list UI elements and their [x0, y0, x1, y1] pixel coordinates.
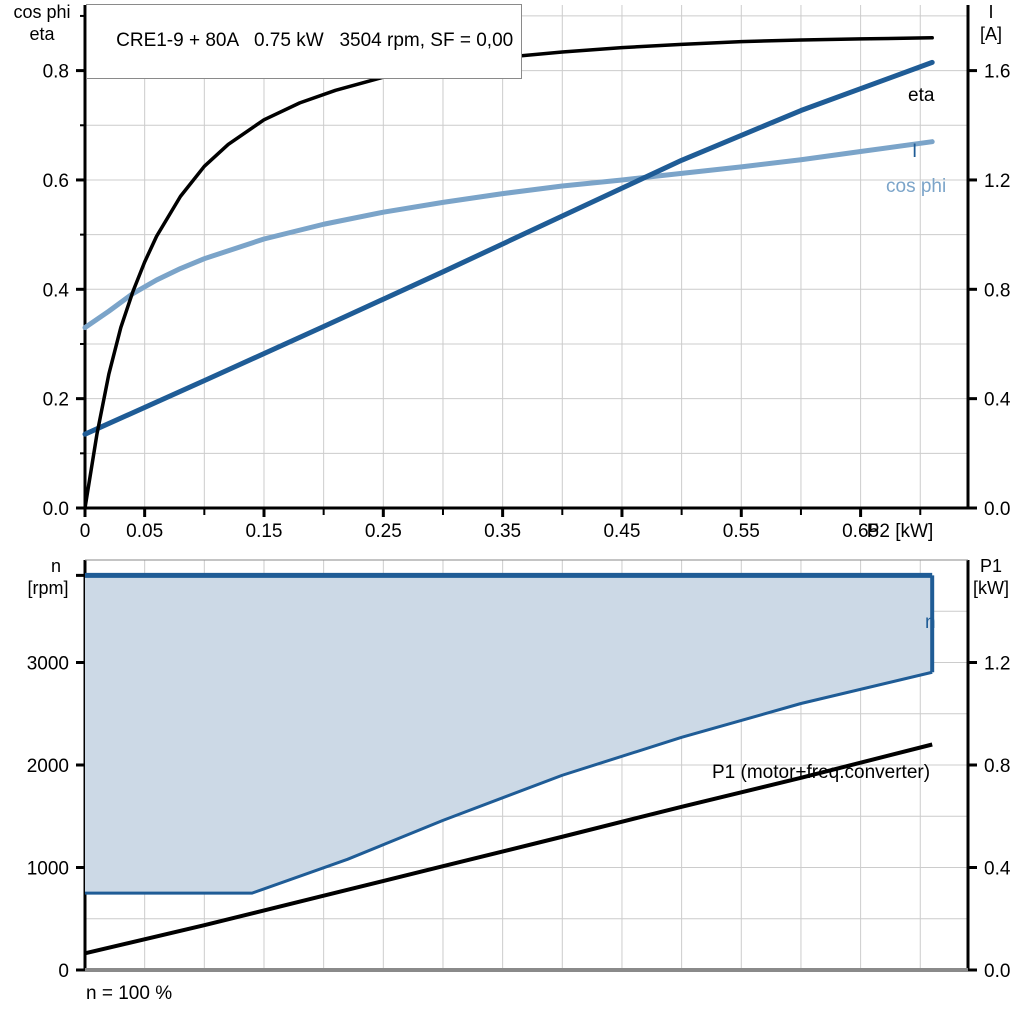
top-chart: 0.00.20.40.60.80.00.40.81.21.60 0.05 0.15 0…	[13, 2, 1011, 542]
bottom-right-axis-title-p1: P1	[980, 556, 1002, 576]
curve-label-current: I	[912, 141, 917, 162]
bottom-left-axis-title-speed: n	[51, 556, 61, 576]
curve-label-speed: n	[925, 612, 936, 633]
top-x-tick-label: 0.65	[842, 521, 879, 542]
bottom-left-tick-label: 1000	[27, 859, 69, 880]
chart-title-box: CRE1-9 + 80A 0.75 kW 3504 rpm, SF = 0,00	[86, 4, 523, 79]
top-x-tick-label: 0.35	[484, 521, 521, 542]
top-right-tick-label: 0.0	[984, 499, 1010, 520]
top-chart-right-ticks: 0.0 0.4 0.8 1.2 1.6	[968, 62, 1011, 520]
bottom-left-tick-label: 0	[58, 961, 69, 982]
speed-lower-boundary	[85, 670, 933, 895]
bottom-chart-curve-labels: n P1 (motor+freq.converter)	[712, 612, 936, 783]
bottom-left-tick-label: 2000	[27, 756, 69, 777]
curve-label-p1: P1 (motor+freq.converter)	[712, 762, 930, 783]
bottom-right-axis-title-unit: [kW]	[973, 578, 1009, 598]
top-left-tick-label: 0.8	[43, 62, 69, 83]
bottom-chart: 01000200030000.00.40.81.2n[rpm]P1[kW]nP1…	[27, 556, 1011, 982]
curve-label-cosphi: cos phi	[886, 176, 946, 197]
bottom-right-tick-label: 1.2	[984, 654, 1010, 675]
bottom-chart-left-ticks: 0 1000 2000 3000	[27, 573, 85, 982]
top-x-tick-label: 0.25	[365, 521, 402, 542]
curve-p1	[84, 742, 933, 956]
top-left-axis-title-eta: eta	[29, 24, 55, 44]
top-right-tick-label: 1.6	[984, 62, 1010, 83]
top-x-tick-label: 0.55	[723, 521, 760, 542]
curve-label-eta: eta	[908, 85, 935, 106]
top-right-axis-title-current: I	[988, 2, 993, 22]
bottom-left-axis-title-unit: [rpm]	[27, 578, 68, 598]
top-x-tick-label: 0.15	[245, 521, 282, 542]
top-x-tick-label: 0.05	[126, 521, 163, 542]
top-chart-axes	[83, 5, 970, 510]
curve-eta	[83, 36, 934, 510]
top-right-tick-label: 1.2	[984, 171, 1010, 192]
top-chart-x-ticks: 0 0.05 0.15 0.25 0.35 0.45 0.55 0.65	[80, 508, 922, 542]
curve-cos-phi	[82, 139, 935, 331]
curve-i	[82, 59, 935, 437]
top-x-axis-title: P2 [kW]	[867, 521, 934, 542]
top-left-tick-label: 0.2	[43, 390, 69, 411]
top-left-axis-title-cosphi: cos phi	[13, 2, 70, 22]
speed-range-area	[85, 575, 933, 894]
top-left-tick-label: 0.0	[43, 499, 69, 520]
top-chart-gridlines	[85, 5, 968, 508]
bottom-right-tick-label: 0.4	[984, 859, 1011, 880]
top-x-tick-label: 0	[80, 521, 91, 542]
chart-title-text: CRE1-9 + 80A 0.75 kW 3504 rpm, SF = 0,00	[116, 29, 514, 51]
top-right-tick-label: 0.4	[984, 390, 1011, 411]
top-right-axis-title-unit: [A]	[980, 24, 1002, 44]
bottom-chart-axis-titles: n[rpm] P1[kW]	[27, 556, 1009, 598]
bottom-chart-right-ticks: 0.0 0.4 0.8 1.2	[968, 654, 1011, 982]
top-x-tick-label: 0.45	[603, 521, 640, 542]
top-right-tick-label: 0.8	[984, 280, 1010, 301]
top-chart-left-ticks: 0.0 0.2 0.4 0.6 0.8	[43, 14, 85, 520]
bottom-right-tick-label: 0.8	[984, 756, 1010, 777]
top-left-tick-label: 0.6	[43, 171, 69, 192]
bottom-left-tick-label: 3000	[27, 654, 69, 675]
speed-percentage-note: n = 100 %	[86, 983, 173, 1004]
top-left-tick-label: 0.4	[43, 280, 70, 301]
bottom-right-tick-label: 0.0	[984, 961, 1010, 982]
